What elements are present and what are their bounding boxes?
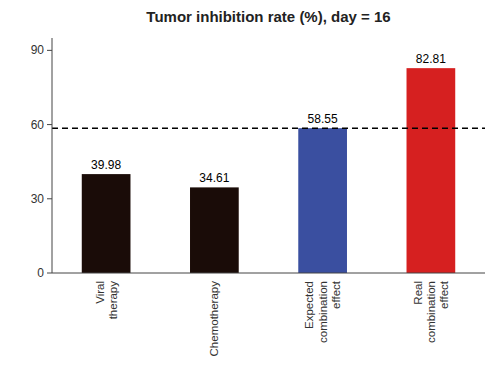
y-tick bbox=[47, 198, 52, 199]
chart-svg: Tumor inhibition rate (%), day = 16 0 30 60… bbox=[0, 0, 500, 385]
x-tick-label-line: therapy bbox=[107, 281, 119, 320]
x-tick-label-line: effect bbox=[330, 280, 342, 309]
chart-container: Tumor inhibition rate (%), day = 16 0 30 60… bbox=[0, 0, 500, 385]
y-tick-label: 0 bbox=[37, 266, 44, 280]
data-label: 58.55 bbox=[308, 112, 338, 126]
bar bbox=[298, 128, 347, 273]
x-tick-label: Expectedcombinationeffect bbox=[303, 280, 341, 343]
x-tick-label: Realcombinationeffect bbox=[412, 280, 450, 343]
x-tick-label-line: combination bbox=[425, 281, 437, 343]
x-tick-label-line: combination bbox=[317, 281, 329, 343]
bar bbox=[407, 68, 456, 273]
x-tick-label-line: Viral bbox=[94, 281, 106, 304]
reference-line bbox=[52, 127, 485, 129]
y-tick-label: 60 bbox=[31, 118, 45, 132]
x-tick-label-line: effect bbox=[438, 280, 450, 309]
y-tick-label: 30 bbox=[31, 192, 45, 206]
bar bbox=[190, 187, 239, 273]
bar bbox=[82, 174, 131, 273]
x-tick-label-line: Expected bbox=[303, 281, 315, 329]
x-axis-line bbox=[52, 273, 485, 274]
data-label: 34.61 bbox=[199, 171, 229, 185]
y-tick-label: 90 bbox=[31, 43, 45, 57]
x-tick-label-line: Real bbox=[412, 281, 424, 305]
data-label: 39.98 bbox=[91, 158, 121, 172]
chart-title: Tumor inhibition rate (%), day = 16 bbox=[146, 8, 390, 25]
bars bbox=[52, 68, 485, 273]
x-tick-label-line: Chemotherapy bbox=[208, 281, 220, 357]
x-tick-label: Chemotherapy bbox=[208, 281, 220, 357]
y-tick bbox=[47, 124, 52, 125]
y-tick bbox=[47, 50, 52, 51]
data-label: 82.81 bbox=[416, 52, 446, 66]
x-tick-label: Viraltherapy bbox=[94, 281, 119, 320]
y-tick bbox=[47, 273, 52, 274]
y-axis-line bbox=[52, 38, 53, 273]
